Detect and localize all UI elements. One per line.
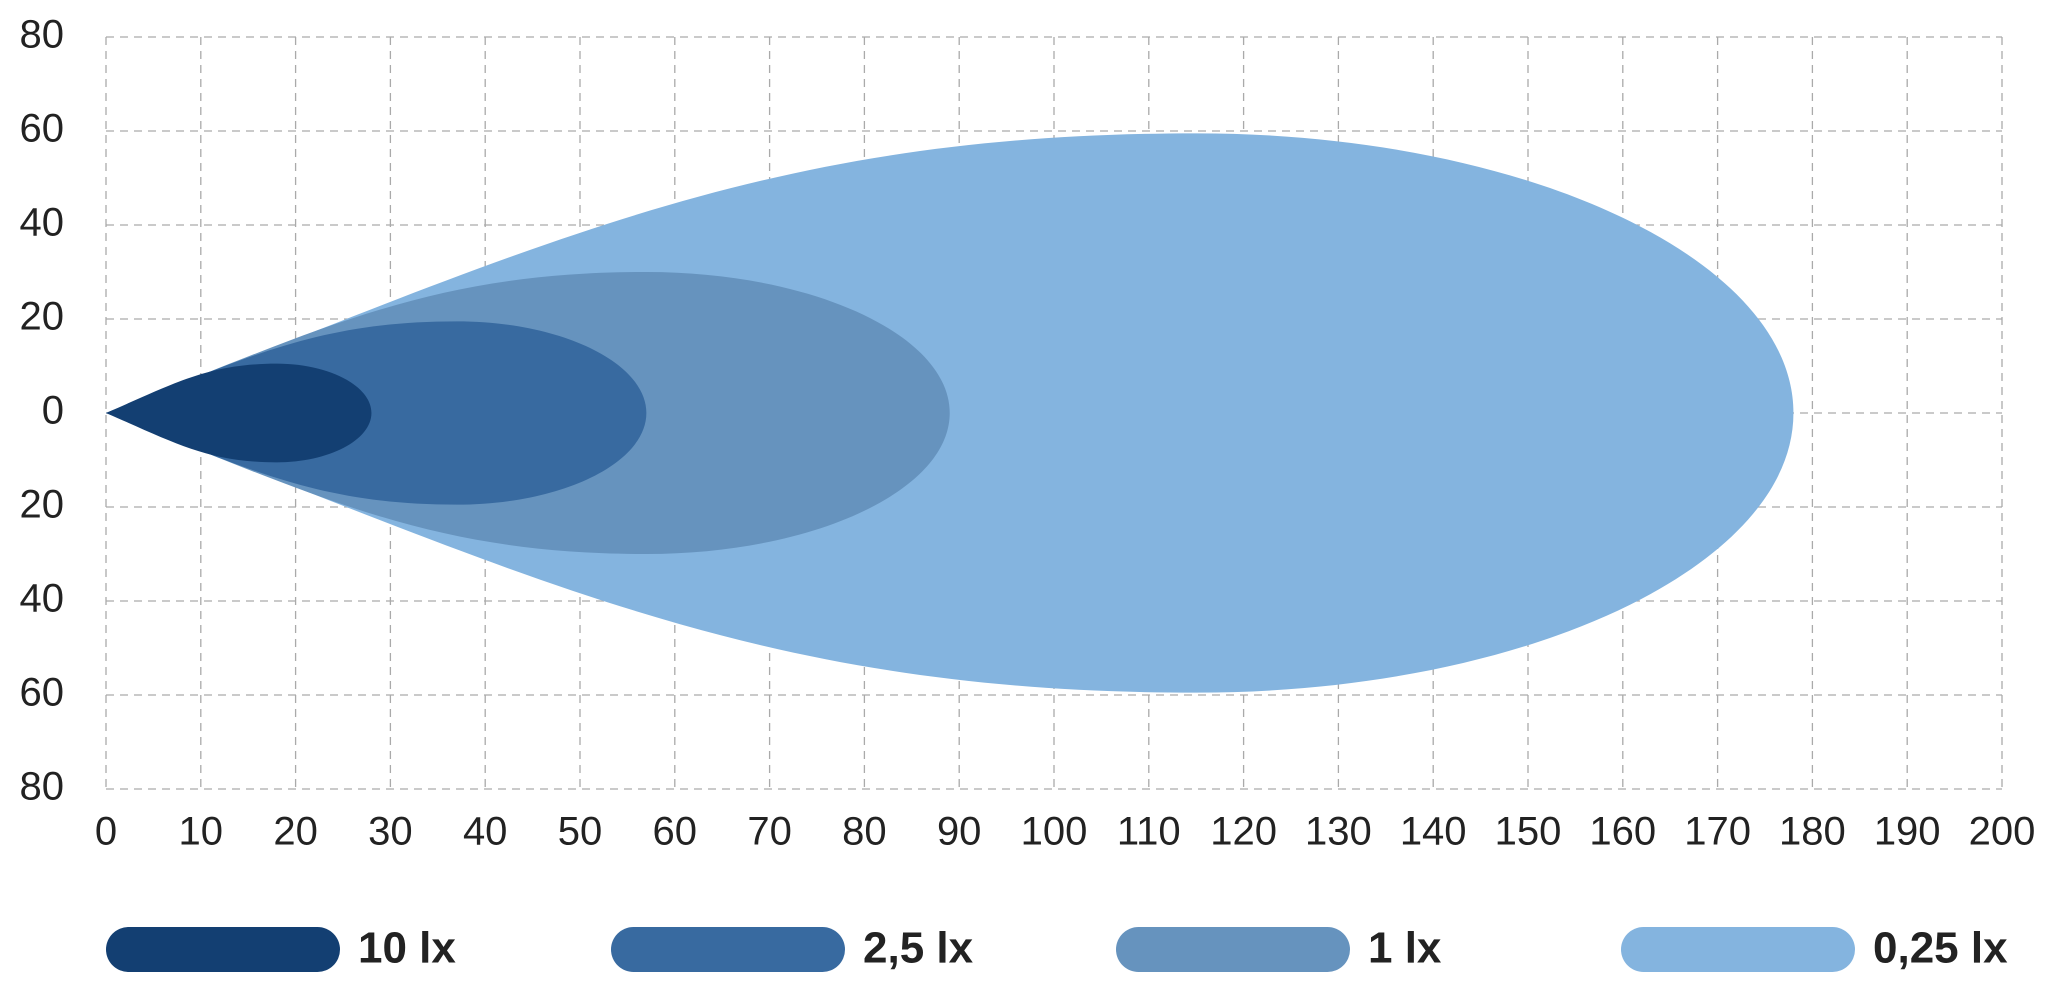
x-tick-label: 140 — [1400, 810, 1467, 854]
y-tick-label: 20 — [20, 483, 65, 527]
legend-label: 0,25 lx — [1873, 924, 2008, 973]
y-tick-label: 80 — [20, 765, 65, 809]
x-tick-label: 150 — [1495, 810, 1562, 854]
legend-swatch — [1116, 927, 1350, 972]
x-tick-label: 160 — [1589, 810, 1656, 854]
legend-label: 1 lx — [1368, 924, 1442, 973]
legend-label: 10 lx — [358, 924, 456, 973]
legend-label: 2,5 lx — [863, 924, 974, 973]
y-tick-label: 20 — [20, 295, 65, 339]
x-tick-label: 110 — [1117, 810, 1181, 854]
x-tick-label: 200 — [1969, 810, 2036, 854]
x-tick-label: 0 — [95, 810, 117, 854]
x-tick-label: 170 — [1684, 810, 1751, 854]
x-tick-label: 70 — [747, 810, 792, 854]
x-tick-label: 10 — [179, 810, 224, 854]
y-tick-label: 60 — [20, 107, 65, 151]
x-tick-label: 120 — [1210, 810, 1277, 854]
x-tick-label: 30 — [368, 810, 413, 854]
legend-swatch — [106, 927, 340, 972]
isolux-lobe — [106, 363, 372, 463]
x-tick-label: 50 — [558, 810, 603, 854]
x-tick-label: 40 — [463, 810, 508, 854]
legend-swatch — [1621, 927, 1855, 972]
x-tick-label: 180 — [1779, 810, 1846, 854]
x-tick-label: 190 — [1874, 810, 1941, 854]
x-tick-label: 20 — [273, 810, 318, 854]
x-tick-label: 60 — [653, 810, 698, 854]
x-tick-label: 80 — [842, 810, 887, 854]
y-tick-label: 80 — [20, 13, 65, 57]
x-tick-label: 90 — [937, 810, 982, 854]
legend-swatch — [611, 927, 845, 972]
y-tick-label: 60 — [20, 671, 65, 715]
y-tick-label: 40 — [20, 201, 65, 245]
x-tick-label: 130 — [1305, 810, 1372, 854]
x-tick-label: 100 — [1021, 810, 1088, 854]
y-tick-label: 0 — [42, 389, 64, 433]
y-tick-label: 40 — [20, 577, 65, 621]
